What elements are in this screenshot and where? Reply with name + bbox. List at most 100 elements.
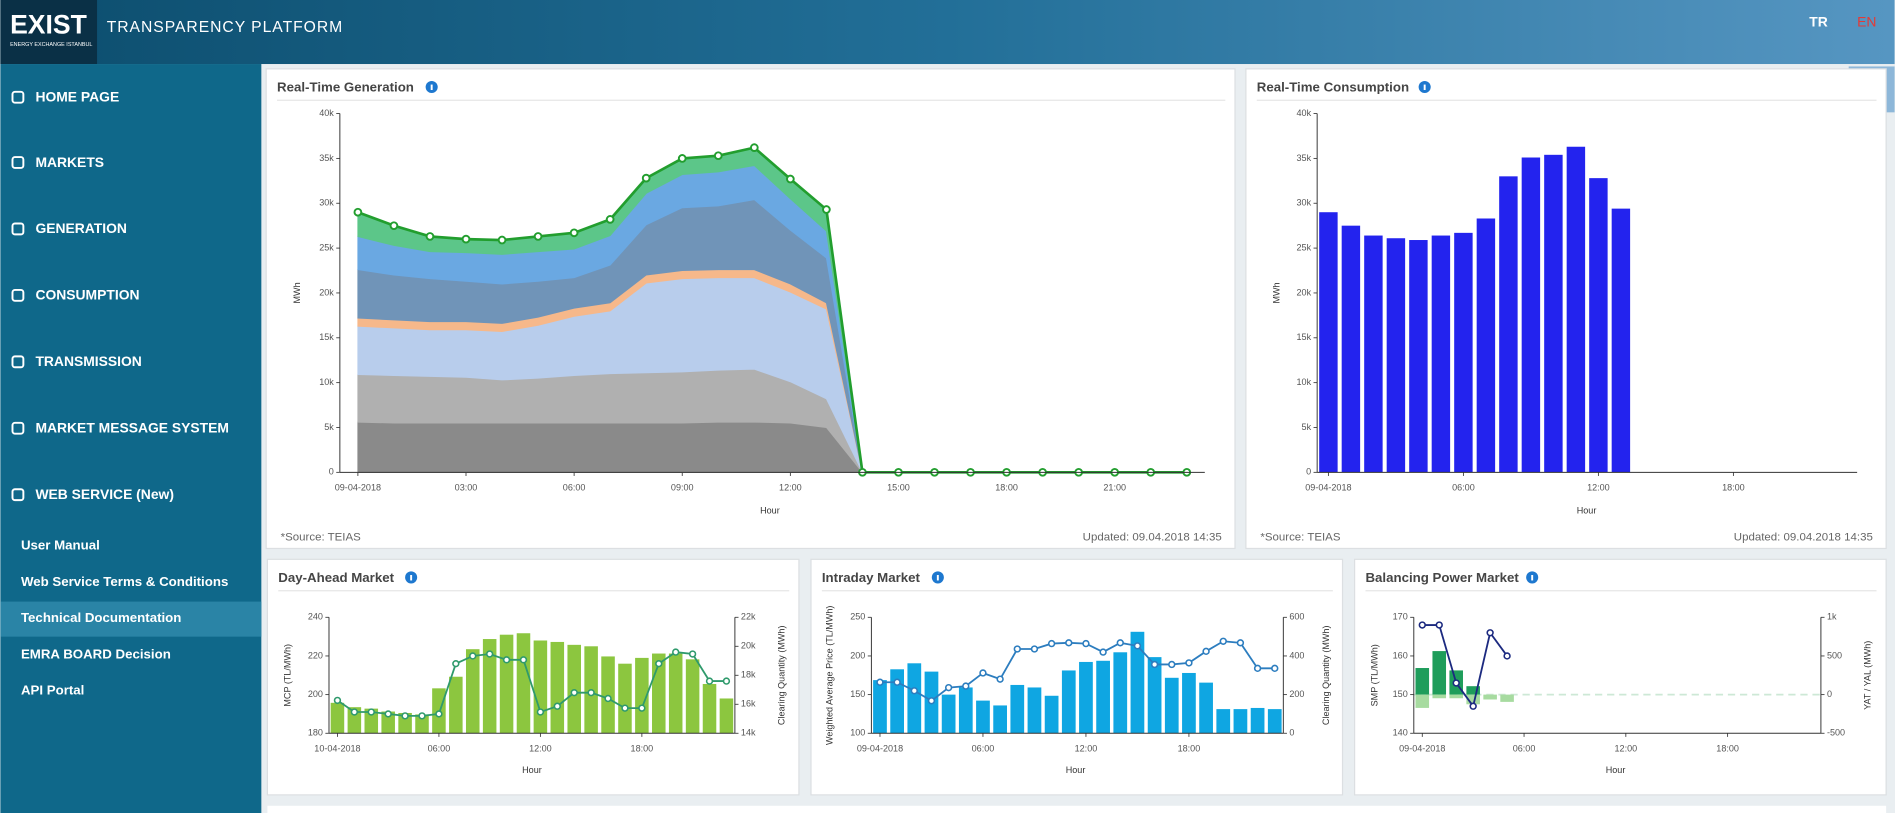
point bbox=[569, 228, 579, 238]
menu-item[interactable]: CONSUMPTION bbox=[35, 287, 139, 303]
bar bbox=[499, 634, 514, 734]
point bbox=[786, 174, 795, 184]
y2-tick-label: 16k bbox=[741, 699, 756, 709]
y-tick-label: 5k bbox=[324, 422, 334, 432]
x-tick-label: 18:00 bbox=[1722, 482, 1745, 492]
point bbox=[996, 675, 1004, 683]
bar bbox=[1415, 668, 1430, 695]
x-tick-label: 09-04-2018 bbox=[1305, 482, 1351, 492]
bar bbox=[1415, 694, 1430, 708]
point bbox=[1202, 647, 1210, 656]
menu-item[interactable]: HOME PAGE bbox=[35, 89, 119, 105]
point bbox=[1185, 659, 1193, 667]
menu-item[interactable]: TRANSMISSION bbox=[35, 353, 141, 369]
point bbox=[621, 704, 629, 712]
x-axis-label: Hour bbox=[1606, 765, 1626, 775]
bar bbox=[1199, 682, 1213, 734]
y-tick-label: 140 bbox=[1393, 728, 1408, 738]
submenu-item[interactable]: EMRA BOARD Decision bbox=[21, 646, 171, 661]
menu-item[interactable]: MARKETS bbox=[35, 154, 104, 170]
point bbox=[1435, 621, 1443, 629]
x-tick-label: 06:00 bbox=[563, 482, 586, 492]
x-tick-label: 12:00 bbox=[1075, 743, 1098, 753]
point bbox=[536, 708, 545, 716]
menu-item[interactable]: MARKET MESSAGE SYSTEM bbox=[35, 420, 228, 436]
platform-title: TRANSPARENCY PLATFORM bbox=[107, 19, 343, 36]
bar bbox=[1432, 694, 1447, 699]
x-axis-label: Hour bbox=[760, 505, 780, 515]
point bbox=[1150, 660, 1159, 669]
y-tick-label: 0 bbox=[1306, 467, 1311, 477]
panel-title: Real-Time Consumption bbox=[1257, 80, 1409, 95]
point bbox=[519, 656, 528, 664]
bar bbox=[1476, 218, 1496, 473]
logo-subtitle: ENERGY EXCHANGE ISTANBUL bbox=[10, 42, 92, 48]
y-tick-label: 30k bbox=[1297, 198, 1312, 208]
point bbox=[604, 694, 612, 703]
point bbox=[1452, 679, 1460, 687]
bar bbox=[685, 659, 700, 734]
point bbox=[893, 678, 901, 686]
submenu-item[interactable]: User Manual bbox=[21, 538, 100, 553]
logo-box bbox=[0, 0, 98, 65]
x-tick-label: 12:00 bbox=[529, 743, 552, 753]
info-glyph bbox=[1423, 84, 1426, 90]
menu-icon bbox=[11, 355, 25, 369]
submenu-item[interactable]: Technical Documentation bbox=[21, 610, 181, 625]
menu-icon bbox=[11, 288, 25, 302]
submenu-item[interactable]: API Portal bbox=[21, 683, 84, 698]
menu-item[interactable]: GENERATION bbox=[35, 220, 126, 236]
y-tick-label: 15k bbox=[319, 332, 334, 342]
bar bbox=[618, 663, 632, 734]
y2-tick-label: 500 bbox=[1827, 650, 1842, 660]
bar bbox=[1499, 176, 1518, 473]
info-glyph bbox=[936, 575, 939, 581]
point bbox=[962, 682, 970, 690]
y-tick-label: 15k bbox=[1297, 332, 1312, 342]
point bbox=[1469, 702, 1477, 710]
x-tick-label: 06:00 bbox=[1513, 743, 1536, 753]
y-axis-label: MWh bbox=[292, 282, 302, 303]
bar bbox=[1130, 631, 1145, 734]
point bbox=[533, 232, 543, 241]
logo: EXIST bbox=[10, 10, 87, 40]
y-tick-label: 30k bbox=[319, 198, 334, 208]
y-tick-label: 25k bbox=[319, 242, 334, 252]
y-tick-label: 35k bbox=[1297, 153, 1312, 163]
point bbox=[502, 656, 511, 664]
menu-item[interactable]: WEB SERVICE (New) bbox=[35, 486, 174, 502]
x-tick-label: 15:00 bbox=[887, 482, 910, 492]
panel-title: Intraday Market bbox=[822, 570, 921, 585]
language-tr[interactable]: TR bbox=[1809, 14, 1828, 30]
x-tick-label: 12:00 bbox=[1587, 482, 1610, 492]
point bbox=[1503, 652, 1511, 660]
y-axis-label: MCP (TL/MWh) bbox=[282, 644, 292, 707]
y2-tick-label: 1k bbox=[1827, 612, 1837, 622]
point bbox=[333, 696, 342, 705]
y-tick-label: 40k bbox=[319, 108, 334, 118]
y-axis-label: MWh bbox=[1272, 282, 1282, 303]
point bbox=[677, 154, 687, 163]
bar bbox=[1466, 686, 1480, 695]
panel-title: Day-Ahead Market bbox=[278, 570, 394, 585]
bar bbox=[415, 714, 429, 734]
point bbox=[461, 234, 471, 244]
point bbox=[553, 702, 561, 710]
bar bbox=[1010, 684, 1025, 734]
x-tick-label: 12:00 bbox=[779, 482, 802, 492]
bar bbox=[347, 707, 362, 734]
x-axis-label: Hour bbox=[1577, 505, 1597, 515]
point bbox=[705, 677, 714, 685]
point bbox=[1236, 639, 1245, 647]
bar bbox=[1113, 652, 1128, 734]
x-tick-label: 09-04-2018 bbox=[857, 743, 903, 753]
language-en[interactable]: EN bbox=[1857, 14, 1876, 30]
submenu-item[interactable]: Web Service Terms & Conditions bbox=[21, 574, 228, 589]
bar bbox=[482, 639, 497, 734]
y-tick-label: 20k bbox=[1297, 287, 1312, 297]
bar bbox=[1164, 677, 1179, 734]
x-tick-label: 18:00 bbox=[1716, 743, 1739, 753]
panel-title: Balancing Power Market bbox=[1365, 570, 1519, 585]
bar bbox=[873, 680, 887, 734]
y-tick-label: 35k bbox=[319, 153, 334, 163]
